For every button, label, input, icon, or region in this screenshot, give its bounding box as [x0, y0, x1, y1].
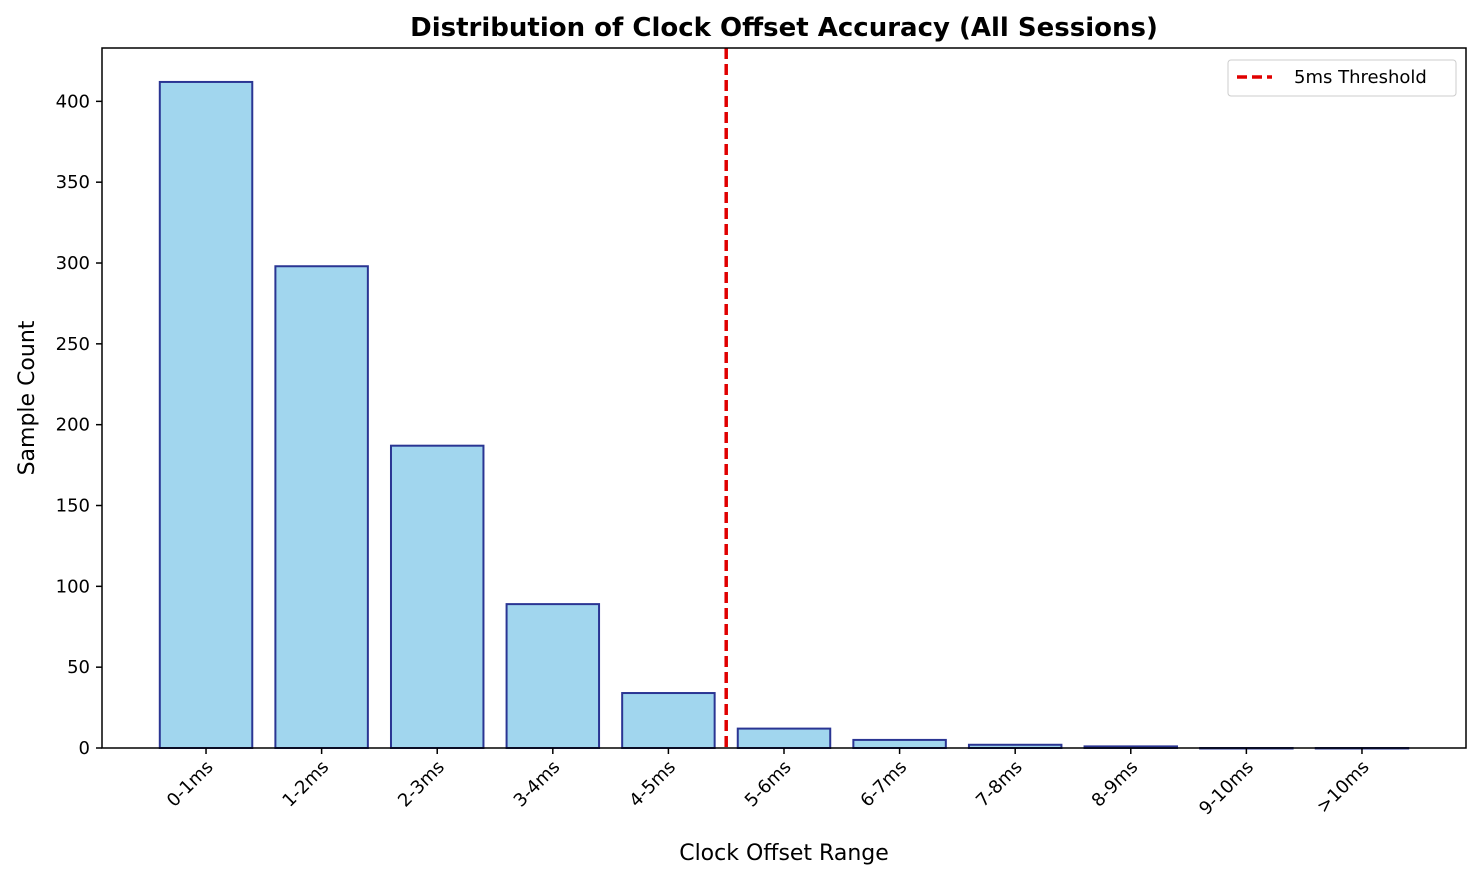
x-tick-label-3-4ms: 3-4ms: [510, 757, 565, 812]
legend-box: [1227, 59, 1457, 97]
y-tick-label-300: 300: [56, 253, 90, 274]
legend-threshold-label: 5ms Threshold: [1294, 67, 1427, 88]
x-axis-label: Clock Offset Range: [679, 841, 889, 866]
y-tick-label-400: 400: [56, 91, 90, 112]
y-axis-label: Sample Count: [15, 320, 40, 475]
x-tick-label->10ms: >10ms: [1313, 757, 1374, 818]
x-tick-label-8-9ms: 8-9ms: [1088, 757, 1143, 812]
bar-4-5ms: [621, 692, 716, 750]
x-tick-label-6-7ms: 6-7ms: [856, 757, 911, 812]
y-tick-label-250: 250: [56, 334, 90, 355]
y-tick-label-50: 50: [67, 657, 90, 678]
y-tick-label-350: 350: [56, 172, 90, 193]
x-tick-label-7-8ms: 7-8ms: [972, 757, 1027, 812]
bar-0-1ms: [158, 80, 254, 749]
bar-3-4ms: [505, 603, 601, 750]
chart-title: Distribution of Clock Offset Accuracy (A…: [410, 13, 1158, 43]
bar-5-6ms: [736, 727, 832, 750]
y-tick-label-0: 0: [79, 738, 90, 759]
y-tick-label-150: 150: [56, 496, 90, 517]
x-tick-label-5-6ms: 5-6ms: [741, 757, 796, 812]
bars-group: [158, 80, 1410, 750]
y-tick-label-200: 200: [56, 415, 90, 436]
x-tick-label-4-5ms: 4-5ms: [625, 757, 680, 812]
y-axis: 0 50 100 150 200 250 300 350 400: [56, 91, 102, 759]
bar-6-7ms: [852, 738, 947, 750]
y-tick-label-100: 100: [56, 576, 90, 597]
bar-2-3ms: [389, 444, 485, 749]
x-tick-label-9-10ms: 9-10ms: [1195, 757, 1258, 820]
legend: 5ms Threshold: [1227, 59, 1457, 97]
x-axis: 0-1ms 1-2ms 2-3ms 3-4ms 4-5ms 5-6ms 6-7ms 7-8ms…: [163, 748, 1374, 819]
plot-frame: [101, 47, 1467, 749]
bar-1-2ms: [274, 265, 369, 749]
x-tick-label-1-2ms: 1-2ms: [278, 757, 333, 812]
x-tick-label-2-3ms: 2-3ms: [394, 757, 449, 812]
x-tick-label-0-1ms: 0-1ms: [163, 757, 218, 812]
